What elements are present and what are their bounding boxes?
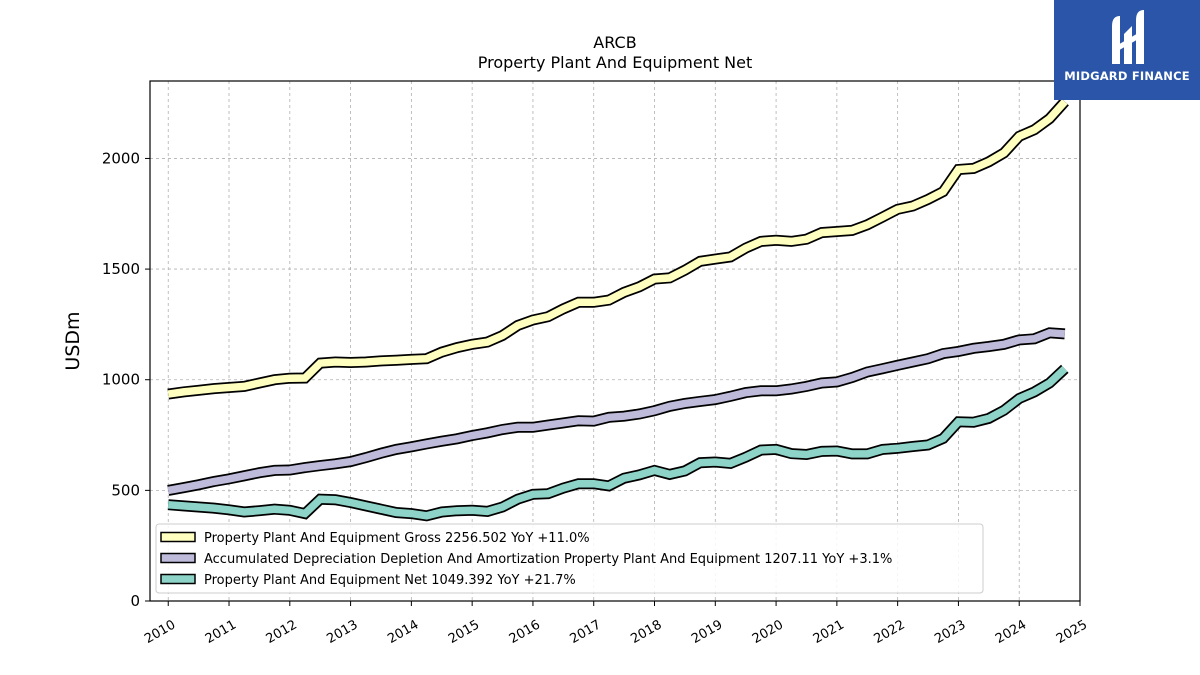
y-tick-label: 500 xyxy=(111,481,140,499)
legend-swatch xyxy=(160,531,196,543)
x-tick-label: 2019 xyxy=(689,617,725,647)
series-line-1 xyxy=(167,327,1066,496)
y-axis: 0 500 1000 1500 2000 xyxy=(102,149,150,610)
legend-swatch xyxy=(160,552,196,564)
legend-label: Property Plant And Equipment Net 1049.39… xyxy=(204,573,576,588)
legend-swatch xyxy=(160,573,196,585)
x-tick-label: 2011 xyxy=(203,617,239,647)
series-layer xyxy=(167,98,1069,522)
legend-label: Property Plant And Equipment Gross 2256.… xyxy=(204,531,590,546)
y-tick-label: 1500 xyxy=(102,260,140,278)
series-line-fill xyxy=(167,328,1066,495)
x-tick-label: 2012 xyxy=(264,617,300,647)
plot-frame xyxy=(149,80,1081,602)
x-tick-label: 2025 xyxy=(1054,617,1090,647)
x-tick-label: 2010 xyxy=(142,617,178,647)
x-tick-label: 2016 xyxy=(507,617,543,647)
brand-name: MIDGARD FINANCE xyxy=(1064,69,1190,83)
x-tick-label: 2018 xyxy=(628,617,664,647)
x-tick-label: 2022 xyxy=(871,617,907,647)
y-tick-label: 2000 xyxy=(102,149,140,167)
x-tick-label: 2024 xyxy=(993,617,1029,647)
series-line-outline xyxy=(167,98,1069,400)
y-tick-label: 1000 xyxy=(102,371,140,389)
x-tick-label: 2015 xyxy=(446,617,482,647)
brand-logo: MIDGARD FINANCE xyxy=(1054,0,1200,100)
legend: Property Plant And Equipment Gross 2256.… xyxy=(155,523,984,594)
series-line-fill xyxy=(167,366,1068,520)
series-line-fill xyxy=(167,99,1068,398)
legend-label: Accumulated Depreciation Depletion And A… xyxy=(204,552,892,567)
series-line-0 xyxy=(167,98,1069,400)
grid xyxy=(150,81,1081,601)
chart-subtitle: Property Plant And Equipment Net xyxy=(478,53,753,72)
x-tick-label: 2017 xyxy=(568,617,604,647)
brand-logo-mark xyxy=(1112,10,1144,64)
x-axis: 2010 2011 2012 2013 2014 2015 2016 2017 2018 2019… xyxy=(142,601,1090,647)
x-tick-label: 2020 xyxy=(750,617,786,647)
x-tick-label: 2013 xyxy=(324,617,360,647)
series-line-2 xyxy=(167,364,1069,522)
y-axis-label: USDm xyxy=(62,311,84,370)
x-tick-label: 2021 xyxy=(811,617,847,647)
y-tick-label: 0 xyxy=(130,592,140,610)
chart-title: ARCB xyxy=(593,33,636,52)
legend-box xyxy=(155,523,984,594)
x-tick-label: 2014 xyxy=(385,617,421,647)
x-tick-label: 2023 xyxy=(932,617,968,647)
